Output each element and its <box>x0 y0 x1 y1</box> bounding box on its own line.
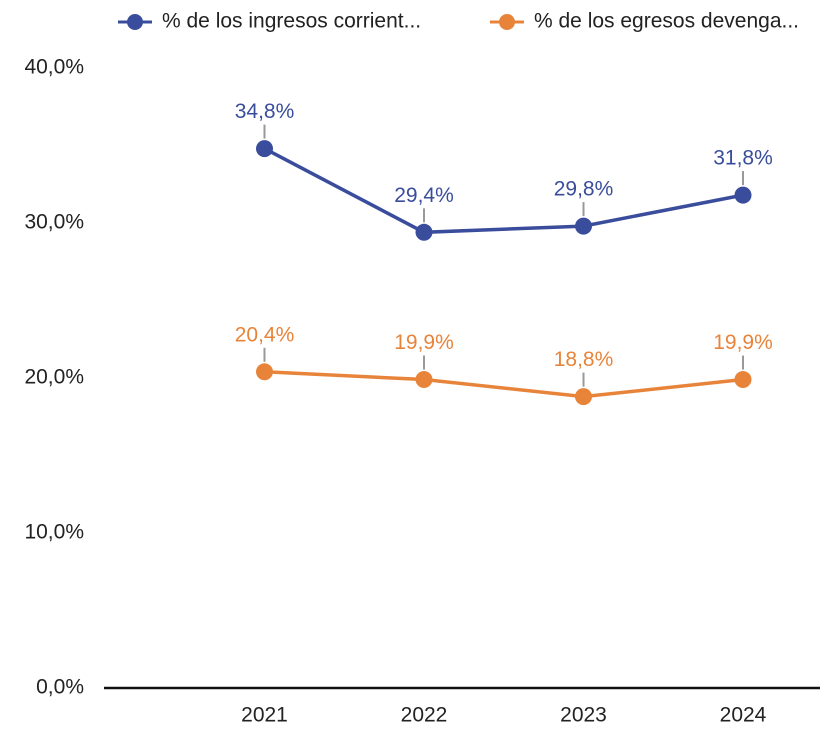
y-tick-label: 30,0% <box>24 211 84 234</box>
series-line <box>263 147 744 235</box>
legend-label: % de los egresos devenga... <box>534 10 799 33</box>
data-label: 29,8% <box>554 178 614 201</box>
point <box>256 363 273 381</box>
data-label: 34,8% <box>235 100 295 123</box>
point <box>575 217 592 235</box>
legend-label: % de los ingresos corrient... <box>162 10 421 33</box>
point <box>415 371 433 389</box>
data-label: 29,4% <box>394 184 454 207</box>
x-tick-label: 2021 <box>241 704 288 727</box>
data-label: 19,9% <box>394 331 454 354</box>
y-tick-label: 40,0% <box>24 56 84 79</box>
point <box>734 186 752 204</box>
x-tick-label: 2024 <box>720 704 767 727</box>
point <box>415 223 433 241</box>
legend-marker <box>127 14 143 30</box>
data-label: 19,9% <box>713 331 773 354</box>
point <box>575 388 592 406</box>
data-label: 20,4% <box>235 323 295 346</box>
y-tick-label: 20,0% <box>24 366 84 389</box>
y-tick-label: 10,0% <box>24 521 84 544</box>
data-label: 18,8% <box>554 348 614 371</box>
y-tick-label: 0,0% <box>36 676 84 699</box>
series-line <box>264 370 744 399</box>
x-tick-label: 2023 <box>560 704 607 727</box>
legend-marker <box>499 14 515 30</box>
point <box>256 140 273 158</box>
point <box>734 371 752 389</box>
x-tick-label: 2022 <box>401 704 448 727</box>
data-label: 31,8% <box>713 147 773 170</box>
